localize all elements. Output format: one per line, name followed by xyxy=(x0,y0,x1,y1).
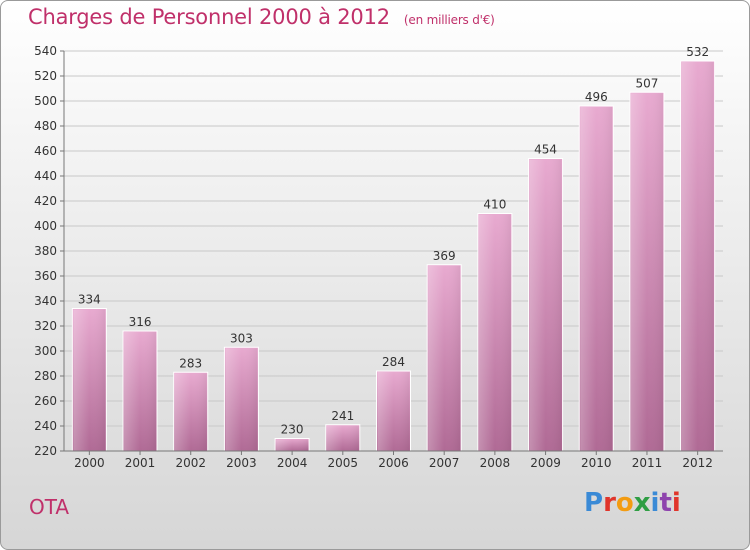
chart-title: Charges de Personnel 2000 à 2012 (en mill… xyxy=(28,5,495,29)
y-tick-label: 480 xyxy=(34,119,57,133)
bar-highlight xyxy=(529,159,562,451)
bar-highlight xyxy=(225,348,258,451)
bar-value-label: 410 xyxy=(483,198,506,212)
y-tick-label: 460 xyxy=(34,144,57,158)
x-tick-label: 2007 xyxy=(429,456,460,470)
y-tick-label: 260 xyxy=(34,394,57,408)
chart-subtitle: (en milliers d'€) xyxy=(403,13,495,27)
y-tick-label: 280 xyxy=(34,369,57,383)
bar-value-label: 303 xyxy=(230,331,253,345)
y-tick-label: 420 xyxy=(34,194,57,208)
x-tick-label: 2002 xyxy=(175,456,206,470)
bar-highlight xyxy=(630,93,663,451)
bars: 334 316 283 303 230 241 284 369 410 454 496 507 532 xyxy=(71,45,716,452)
bar-highlight xyxy=(326,425,359,451)
x-tick-label: 2011 xyxy=(632,456,663,470)
bar-value-label: 316 xyxy=(129,315,152,329)
bar-value-label: 230 xyxy=(281,423,304,437)
y-tick-label: 240 xyxy=(34,419,57,433)
bar-value-label: 284 xyxy=(382,355,405,369)
x-axis: 2000 2001 2002 2003 2004 2005 2006 2007 2008 2009… xyxy=(64,450,723,470)
x-tick-label: 2006 xyxy=(378,456,409,470)
x-tick-label: 2010 xyxy=(581,456,612,470)
y-tick-label: 400 xyxy=(34,219,57,233)
x-tick-label: 2009 xyxy=(530,456,561,470)
x-tick-label: 2012 xyxy=(682,456,713,470)
bar-value-label: 283 xyxy=(179,356,202,370)
bar-highlight xyxy=(276,439,309,451)
title-text: Charges de Personnel 2000 à 2012 xyxy=(28,5,390,29)
commune-name: OTA xyxy=(29,495,70,519)
bar-highlight xyxy=(428,265,461,451)
bar-value-label: 532 xyxy=(686,45,709,59)
y-tick-label: 520 xyxy=(34,69,57,83)
y-tick-label: 360 xyxy=(34,269,57,283)
x-tick-label: 2003 xyxy=(226,456,257,470)
y-tick-label: 540 xyxy=(34,44,57,58)
y-axis: 220 240 260 280 300 320 340 360 380 400 420 440 460 4… xyxy=(34,44,65,458)
bar-value-label: 369 xyxy=(433,249,456,263)
bar-highlight xyxy=(681,62,714,451)
bar-highlight xyxy=(580,107,613,451)
bar-highlight xyxy=(478,214,511,451)
bar-value-label: 496 xyxy=(585,90,608,104)
bar-value-label: 454 xyxy=(534,143,557,157)
bar-value-label: 241 xyxy=(331,409,354,423)
x-tick-label: 2005 xyxy=(328,456,359,470)
bar-highlight xyxy=(174,373,207,451)
bar-highlight xyxy=(124,332,157,451)
y-tick-label: 320 xyxy=(34,319,57,333)
y-tick-label: 220 xyxy=(34,444,57,458)
bar-value-label: 507 xyxy=(636,76,659,90)
bar-highlight xyxy=(377,372,410,451)
x-tick-label: 2001 xyxy=(125,456,156,470)
proxiti-logo: Proxiti xyxy=(584,488,681,518)
y-tick-label: 300 xyxy=(34,344,57,358)
y-tick-label: 440 xyxy=(34,169,57,183)
x-tick-label: 2004 xyxy=(277,456,308,470)
bar-highlight xyxy=(73,309,106,451)
y-tick-label: 340 xyxy=(34,294,57,308)
y-tick-label: 500 xyxy=(34,94,57,108)
y-tick-label: 380 xyxy=(34,244,57,258)
bar-value-label: 334 xyxy=(78,293,101,307)
x-tick-label: 2000 xyxy=(74,456,105,470)
x-tick-label: 2008 xyxy=(480,456,511,470)
